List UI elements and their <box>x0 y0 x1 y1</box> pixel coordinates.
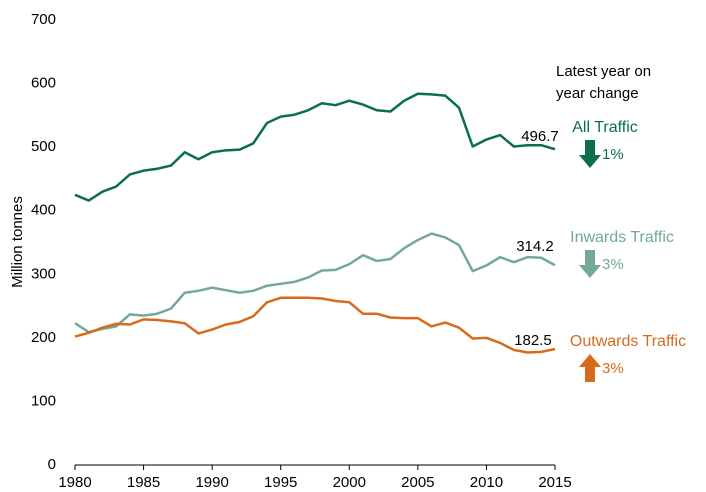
y-tick-label: 0 <box>48 456 56 473</box>
legend-label: All Traffic <box>572 119 638 136</box>
x-tick-label: 1990 <box>195 474 228 491</box>
value-label: 182.5 <box>514 332 552 349</box>
legend-label: Outwards Traffic <box>570 333 686 350</box>
value-label: 496.7 <box>521 128 559 145</box>
x-tick-label: 1980 <box>58 474 91 491</box>
x-tick-label: 1985 <box>127 474 160 491</box>
x-tick-label: 2010 <box>470 474 503 491</box>
x-tick-label: 1995 <box>264 474 297 491</box>
y-tick-label: 100 <box>31 392 56 409</box>
x-tick-label: 2005 <box>401 474 434 491</box>
change-arrow <box>579 354 601 382</box>
y-tick-label: 600 <box>31 75 56 92</box>
legend-label: Inwards Traffic <box>570 229 674 246</box>
change-arrow <box>579 250 601 278</box>
legend-title: year change <box>556 85 639 102</box>
y-axis-label: Million tonnes <box>9 196 26 288</box>
change-label: 3% <box>602 360 624 377</box>
x-tick-label: 2000 <box>333 474 366 491</box>
y-tick-label: 300 <box>31 265 56 282</box>
y-tick-label: 700 <box>31 11 56 28</box>
line <box>74 232 556 334</box>
legend-title: Latest year on <box>556 63 651 80</box>
value-label: 314.2 <box>516 238 554 255</box>
y-tick-label: 400 <box>31 202 56 219</box>
change-arrow <box>579 140 601 168</box>
line <box>74 92 556 202</box>
change-label: 3% <box>602 256 624 273</box>
y-tick-label: 200 <box>31 329 56 346</box>
x-tick-label: 2015 <box>538 474 571 491</box>
y-tick-label: 500 <box>31 138 56 155</box>
change-label: 1% <box>602 146 624 163</box>
line <box>74 296 556 354</box>
